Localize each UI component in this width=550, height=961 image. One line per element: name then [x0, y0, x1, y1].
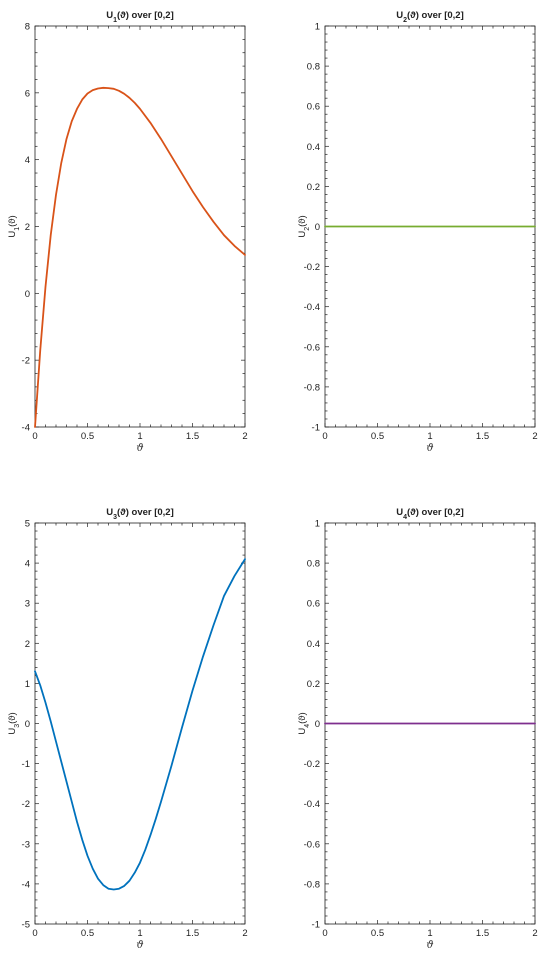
y-tick-label-3: -3	[22, 839, 30, 850]
x-tick-label-4: 1.5	[476, 928, 489, 939]
chart-title-4: U4(ϑ) over [0,2]	[396, 507, 464, 521]
y-tick-label-1: -2	[22, 356, 30, 367]
plot-frame-3	[34, 522, 246, 925]
y-tick-label-3: 2	[25, 639, 30, 650]
y-tick-label-1: 4	[25, 155, 30, 166]
x-tick-label-2: 0	[322, 431, 327, 442]
y-tick-label-2: -0.8	[304, 382, 320, 393]
y-tick-label-1: 0	[25, 289, 30, 300]
y-tick-label-3: -5	[22, 920, 30, 931]
y-tick-label-3: 5	[25, 519, 30, 530]
y-tick-label-2: 0.6	[307, 102, 320, 113]
y-tick-label-3: -4	[22, 879, 30, 890]
y-tick-label-4: -0.8	[304, 879, 320, 890]
y-axis-label-3: U3(ϑ)	[7, 712, 21, 734]
x-axis-label-2: ϑ	[426, 443, 433, 454]
chart-title-3: U3(ϑ) over [0,2]	[106, 507, 174, 521]
y-tick-label-4: 0.2	[307, 679, 320, 690]
y-tick-label-1: 6	[25, 88, 30, 99]
x-tick-label-3: 2	[242, 928, 247, 939]
y-tick-label-2: 0.8	[307, 62, 320, 73]
chart-title-2: U2(ϑ) over [0,2]	[396, 10, 464, 24]
y-tick-label-4: -1	[312, 920, 320, 931]
y-tick-label-4: 0.8	[307, 559, 320, 570]
x-tick-label-1: 0	[32, 431, 37, 442]
y-tick-label-1: -4	[22, 423, 30, 434]
series-line-3	[34, 558, 246, 891]
y-axis-label-4: U4(ϑ)	[297, 712, 311, 734]
plot-frame-1	[34, 25, 246, 428]
x-tick-label-2: 1	[427, 431, 432, 442]
y-tick-label-3: 4	[25, 559, 30, 570]
y-axis-label-1: U1(ϑ)	[7, 215, 21, 237]
x-tick-label-4: 0.5	[371, 928, 384, 939]
y-tick-label-4: -0.4	[304, 799, 320, 810]
x-axis-label-1: ϑ	[136, 443, 143, 454]
y-tick-label-2: -0.2	[304, 262, 320, 273]
y-tick-label-2: 0.4	[307, 142, 320, 153]
x-tick-label-3: 1.5	[186, 928, 199, 939]
y-tick-label-1: 2	[25, 222, 30, 233]
y-tick-label-2: -0.4	[304, 302, 320, 313]
x-tick-label-1: 1	[137, 431, 142, 442]
y-tick-label-3: 3	[25, 599, 30, 610]
y-tick-label-2: 0.2	[307, 182, 320, 193]
x-tick-label-4: 2	[532, 928, 537, 939]
chart-panel-3: 0 0.5 1 1.5 2 -5 -4 -3 -2 -1 0 1 2 3 4 5 U3(ϑ) over [0,2…	[7, 507, 248, 951]
y-tick-label-2: 1	[315, 22, 320, 33]
chart-title-1: U1(ϑ) over [0,2]	[106, 10, 174, 24]
y-tick-label-3: -2	[22, 799, 30, 810]
x-tick-label-2: 1.5	[476, 431, 489, 442]
y-tick-label-4: -0.2	[304, 759, 320, 770]
x-tick-label-4: 0	[322, 928, 327, 939]
y-tick-label-4: 0.4	[307, 639, 320, 650]
y-tick-label-4: -0.6	[304, 839, 320, 850]
x-tick-label-1: 2	[242, 431, 247, 442]
y-tick-label-3: -1	[22, 759, 30, 770]
x-axis-label-4: ϑ	[426, 940, 433, 951]
y-tick-label-3: 0	[25, 719, 30, 730]
y-tick-label-4: 0.6	[307, 599, 320, 610]
x-axis-label-3: ϑ	[136, 940, 143, 951]
series-line-1	[34, 86, 246, 428]
y-axis-label-2: U2(ϑ)	[297, 215, 311, 237]
chart-panel-4: 0 0.5 1 1.5 2 -1 -0.8 -0.6 -0.4 -0.2 0 0.2 0.4 0.6 0.8…	[297, 507, 538, 951]
y-tick-label-4: 0	[315, 719, 320, 730]
x-tick-label-3: 0	[32, 928, 37, 939]
chart-panel-1: 0 0.5 1 1.5 2 -4 -2 0 2 4 6 8 U1(ϑ) over [0,2] ϑ U1(ϑ)	[7, 10, 248, 454]
x-tick-label-2: 2	[532, 431, 537, 442]
chart-panel-2: 0 0.5 1 1.5 2 -1 -0.8 -0.6 -0.4 -0.2 0 0.2 0.4 0.6 0.8…	[297, 10, 538, 454]
x-tick-label-3: 1	[137, 928, 142, 939]
y-tick-label-2: -1	[312, 423, 320, 434]
x-tick-label-2: 0.5	[371, 431, 384, 442]
x-tick-label-1: 0.5	[81, 431, 94, 442]
y-tick-label-2: 0	[315, 222, 320, 233]
y-tick-label-3: 1	[25, 679, 30, 690]
y-tick-label-2: -0.6	[304, 342, 320, 353]
x-tick-label-3: 0.5	[81, 928, 94, 939]
y-tick-label-4: 1	[315, 519, 320, 530]
x-tick-label-1: 1.5	[186, 431, 199, 442]
y-tick-label-1: 8	[25, 22, 30, 33]
x-tick-label-4: 1	[427, 928, 432, 939]
